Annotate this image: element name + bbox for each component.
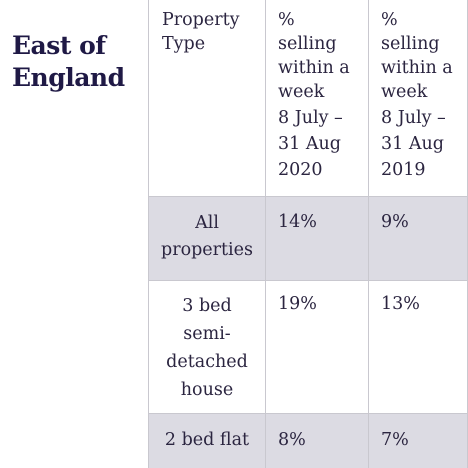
row-divider — [149, 280, 468, 281]
row-all-properties-pct-2020: 14% — [278, 212, 317, 232]
row-2-bed-flat-pct-2020: 8% — [278, 430, 306, 450]
row-divider — [149, 413, 468, 414]
header-text: % — [381, 10, 398, 30]
row-2-bed-flat-pct-2019: 7% — [381, 430, 409, 450]
row-2-bed-flat-type: 2 bed flat — [149, 428, 265, 453]
cell-text: All — [195, 213, 219, 233]
cell-text: 3 bed — [182, 296, 232, 316]
header-text: selling — [381, 34, 440, 54]
row-band-all-properties — [149, 197, 468, 280]
header-text: Type — [162, 34, 206, 54]
header-property-type: Property Type — [162, 8, 240, 56]
row-band-2-bed-flat — [149, 414, 468, 468]
cell-text: properties — [161, 240, 253, 260]
cell-text: semi- — [183, 324, 231, 344]
region-title-line: East of — [12, 31, 106, 60]
header-text: 2019 — [381, 160, 426, 180]
column-divider — [368, 0, 369, 468]
cell-text: detached — [166, 352, 248, 372]
row-3-bed-semi-pct-2019: 13% — [381, 294, 420, 314]
header-text: 31 Aug — [381, 134, 444, 154]
column-divider — [148, 0, 149, 468]
header-text: within a — [278, 58, 350, 78]
header-text: 8 July – — [278, 108, 343, 128]
row-3-bed-semi-type: 3 bed semi- detached house — [149, 292, 265, 404]
row-3-bed-semi-pct-2020: 19% — [278, 294, 317, 314]
row-divider — [149, 196, 468, 197]
header-pct-2020: % selling within a week 8 July – 31 Aug … — [278, 8, 350, 182]
row-all-properties-pct-2019: 9% — [381, 212, 409, 232]
header-text: selling — [278, 34, 337, 54]
column-divider — [265, 0, 266, 468]
row-all-properties-type: All properties — [149, 210, 265, 264]
header-text: within a — [381, 58, 453, 78]
cell-text: house — [180, 380, 234, 400]
header-text: Property — [162, 10, 240, 30]
region-title: East of England — [12, 30, 147, 94]
region-title-line: England — [12, 63, 125, 92]
header-pct-2019: % selling within a week 8 July – 31 Aug … — [381, 8, 453, 182]
header-text: 8 July – — [381, 108, 446, 128]
header-text: % — [278, 10, 295, 30]
header-text: week — [278, 82, 325, 102]
header-text: 2020 — [278, 160, 323, 180]
header-text: week — [381, 82, 428, 102]
cell-text: 2 bed flat — [164, 430, 250, 450]
header-text: 31 Aug — [278, 134, 341, 154]
